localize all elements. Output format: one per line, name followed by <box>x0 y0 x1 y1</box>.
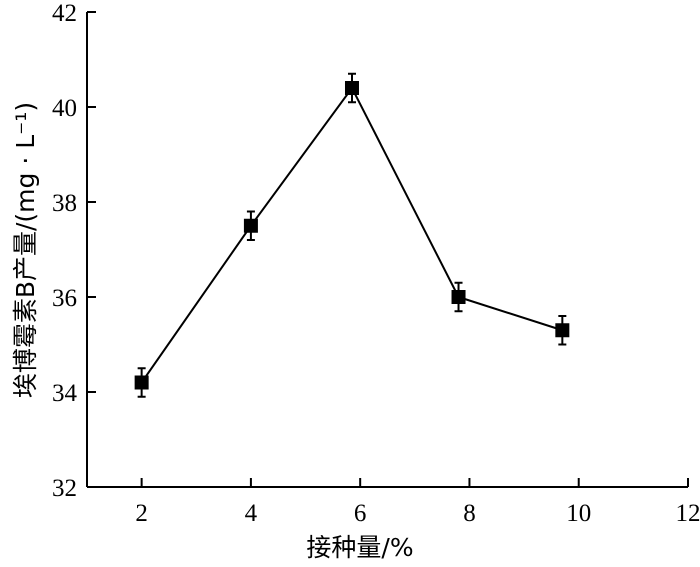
y-tick-label: 42 <box>52 0 77 27</box>
data-point <box>134 375 149 390</box>
data-point <box>344 81 359 95</box>
data-point <box>243 218 258 233</box>
x-tick-label: 8 <box>463 500 476 527</box>
x-tick-label: 12 <box>676 500 700 527</box>
y-tick-label: 36 <box>52 285 77 312</box>
data-point <box>451 290 466 304</box>
x-tick-label: 6 <box>354 500 367 527</box>
x-axis-title: 接种量/% <box>306 533 413 562</box>
axes <box>86 12 688 488</box>
y-tick-label: 38 <box>52 190 77 217</box>
series-layer <box>134 72 570 398</box>
x-tick-label: 10 <box>566 500 591 527</box>
data-point <box>555 323 570 338</box>
x-tick-label: 4 <box>245 500 258 527</box>
series-line <box>140 86 563 384</box>
y-tick-label: 32 <box>52 475 77 502</box>
x-tick-label: 2 <box>135 500 148 527</box>
y-tick-label: 40 <box>52 95 77 122</box>
y-axis-title: 埃博霉素B产量/(mg · L⁻¹) <box>11 102 40 398</box>
y-tick-label: 34 <box>52 380 78 407</box>
